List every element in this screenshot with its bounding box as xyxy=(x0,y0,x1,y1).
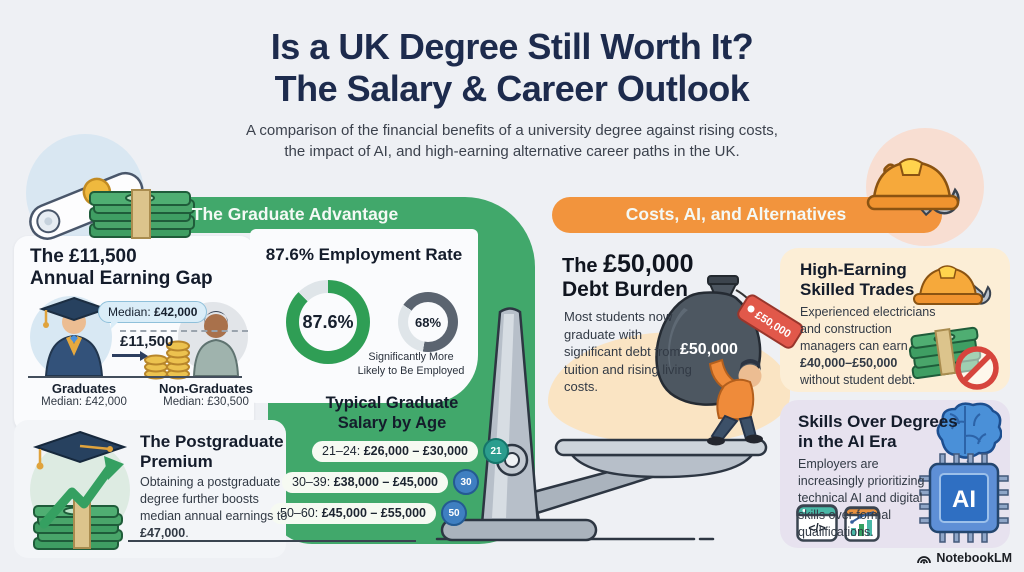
code-window-icon: </> xyxy=(796,504,838,542)
money-no-debt-icon xyxy=(908,326,999,390)
nongraduate-figure-icon xyxy=(192,311,240,377)
page-title: Is a UK Degree Still Worth It? The Salar… xyxy=(0,26,1024,110)
postgrad-growth-icon xyxy=(30,430,130,550)
salary-row-50-60: 50–60: £45,000 – £55,000 50 xyxy=(270,500,467,526)
postgrad-heading: The Postgraduate Premium xyxy=(140,432,284,472)
employment-donut-nongraduates: 68% xyxy=(398,292,458,352)
svg-text:</>: </> xyxy=(808,521,825,535)
median-bubble: Median: £42,000 xyxy=(98,301,208,329)
ai-chip-icon: AI xyxy=(919,453,1009,543)
hardhat-tools-icon xyxy=(866,158,960,217)
title-line2: The Salary & Career Outlook xyxy=(274,67,750,109)
dashed-connector xyxy=(120,330,248,332)
right-arrow-icon xyxy=(112,350,148,361)
employment-heading: 87.6% Employment Rate xyxy=(265,245,463,264)
title-line1: Is a UK Degree Still Worth It? xyxy=(270,26,754,67)
employment-note: Significantly More Likely to Be Employed xyxy=(357,351,465,378)
chart-window-icon xyxy=(844,506,880,542)
employment-donut-graduates: 87.6% xyxy=(286,280,370,364)
diploma-money-icon xyxy=(29,171,195,240)
age-badge: 21 xyxy=(483,438,509,464)
debt-body: Most students now graduate with signific… xyxy=(564,309,692,395)
skills-heading: Skills Over Degrees in the AI Era xyxy=(798,412,958,452)
salary-by-age-heading: Typical Graduate Salary by Age xyxy=(325,394,459,432)
salary-row-21-24: 21–24: £26,000 – £30,000 21 xyxy=(312,438,509,464)
balance-scale-icon xyxy=(435,307,768,542)
banner-right-label: Costs, AI, and Alternatives xyxy=(625,204,847,224)
brain-icon xyxy=(936,402,1002,462)
svg-text:AI: AI xyxy=(952,486,976,513)
notebooklm-watermark: NotebookLM xyxy=(916,551,1012,565)
banner-left-label: The Graduate Advantage xyxy=(191,204,399,224)
age-badge: 50 xyxy=(441,500,467,526)
postgrad-body: Obtaining a postgraduate degree further … xyxy=(140,475,288,540)
nongraduates-label: Non-Graduates xyxy=(159,381,253,396)
gap-amount: £11,500 xyxy=(120,333,174,350)
graduates-label: Graduates xyxy=(51,381,117,396)
skills-body: Employers are increasingly prioritizing … xyxy=(798,457,925,539)
trades-heading: High-Earning Skilled Trades xyxy=(800,260,915,300)
earning-gap-heading: The £11,500 Annual Earning Gap xyxy=(30,246,213,290)
sack-label: £50,000 xyxy=(680,341,738,358)
nongraduates-median: Median: £30,500 xyxy=(163,396,249,408)
trades-body: Experienced electricians and constructio… xyxy=(800,305,936,387)
figures-baseline xyxy=(28,376,242,378)
postgrad-divider xyxy=(128,540,416,542)
age-badge: 30 xyxy=(453,469,479,495)
notebooklm-logo-icon xyxy=(917,556,932,564)
debt-person-sack-icon: £50,000 £50,000 xyxy=(655,275,804,446)
graduates-median: Median: £42,000 xyxy=(41,396,127,408)
hardhat-small-icon xyxy=(913,265,992,305)
coins-stack-icon xyxy=(144,340,190,380)
debt-heading: The £50,000 Debt Burden xyxy=(562,250,694,301)
page-subtitle: A comparison of the financial benefits o… xyxy=(246,122,778,160)
salary-row-30-39: 30–39: £38,000 – £45,000 30 xyxy=(282,469,479,495)
